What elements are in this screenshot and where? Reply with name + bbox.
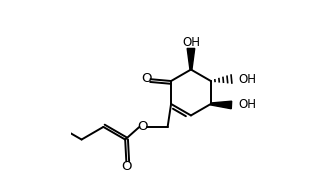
Text: O: O	[121, 160, 132, 173]
Text: O: O	[141, 72, 151, 85]
Text: O: O	[138, 120, 148, 133]
Text: OH: OH	[239, 98, 257, 112]
Polygon shape	[187, 48, 195, 70]
Polygon shape	[211, 101, 232, 109]
Text: OH: OH	[239, 73, 257, 85]
Text: OH: OH	[182, 36, 200, 49]
